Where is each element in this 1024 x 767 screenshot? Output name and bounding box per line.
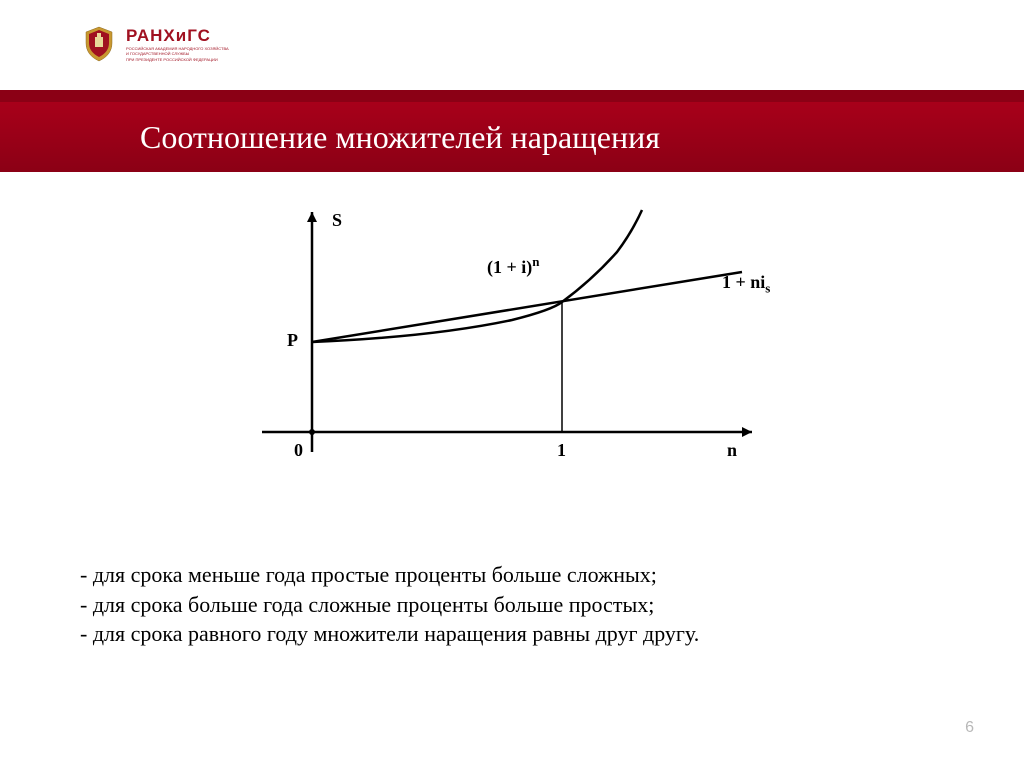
growth-factors-chart: S P 0 1 n (1 + i)n 1 + nis [232,202,792,482]
slide-title: Соотношение множителей наращения [140,119,660,156]
origin-dot [309,429,315,435]
chart-svg [232,202,792,482]
origin-label: 0 [294,440,303,461]
logo-title: РАНХиГС [126,26,229,46]
x-axis-label: n [727,440,737,461]
title-band: Соотношение множителей наращения [0,102,1024,172]
accent-bar [0,90,1024,102]
bullet-3: - для срока равного году множители наращ… [80,619,960,649]
x-axis-arrow [742,427,752,437]
x-tick-label: 1 [557,440,566,461]
linear-label: 1 + nis [722,272,770,297]
exponential-label: (1 + i)n [487,254,539,278]
logo-text-block: РАНХиГС РОССИЙСКАЯ АКАДЕМИЯ НАРОДНОГО ХО… [126,26,229,62]
institution-logo: РАНХиГС РОССИЙСКАЯ АКАДЕМИЯ НАРОДНОГО ХО… [80,25,229,63]
y-axis-label: S [332,210,342,231]
y-axis-arrow [307,212,317,222]
bullet-2: - для срока больше года сложные проценты… [80,590,960,620]
y-tick-label: P [287,330,298,351]
page-number: 6 [965,719,974,737]
exponential-curve [312,210,642,342]
bullet-list: - для срока меньше года простые проценты… [80,560,960,649]
logo-subtitle-3: ПРИ ПРЕЗИДЕНТЕ РОССИЙСКОЙ ФЕДЕРАЦИИ [126,58,229,62]
slide-header: РАНХиГС РОССИЙСКАЯ АКАДЕМИЯ НАРОДНОГО ХО… [0,0,1024,90]
emblem-icon [80,25,118,63]
bullet-1: - для срока меньше года простые проценты… [80,560,960,590]
linear-curve [312,272,742,342]
